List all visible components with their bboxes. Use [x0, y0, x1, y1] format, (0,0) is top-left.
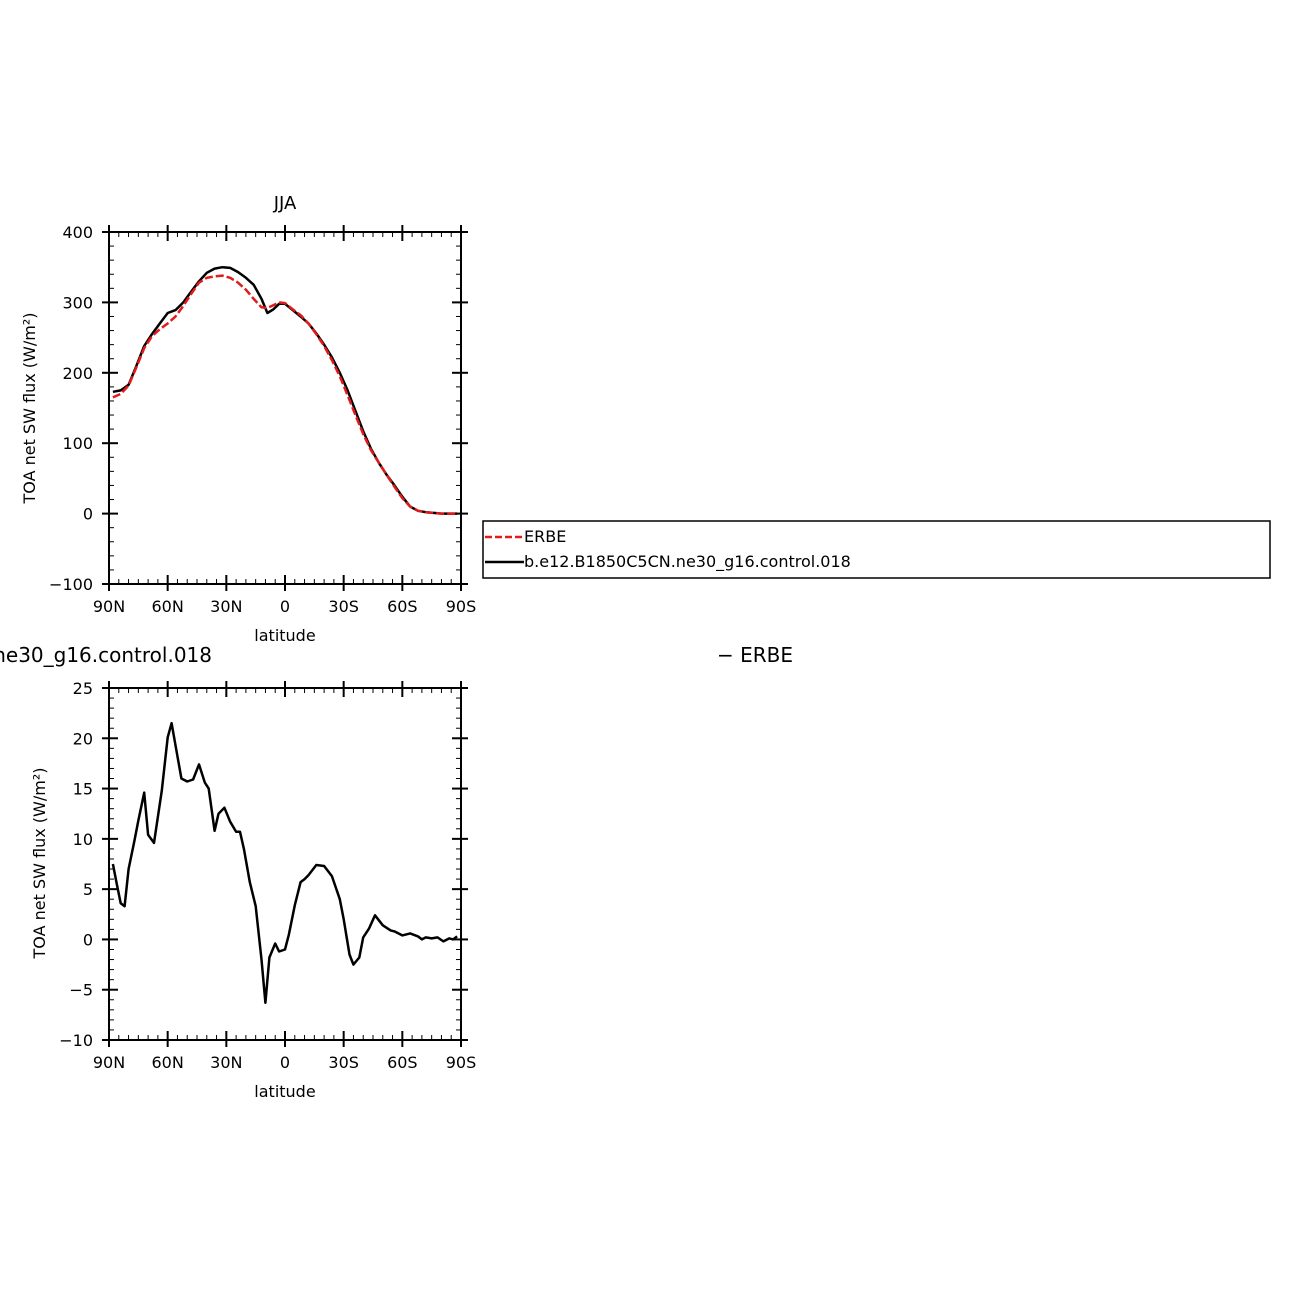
y-tick-label: 10 — [73, 830, 93, 849]
bottom-panel: b.e12.B1850C5CN.ne30_g16.control.018 − E… — [0, 643, 793, 1101]
y-tick-label: −10 — [59, 1031, 93, 1050]
series-line-erbe — [112, 274, 458, 515]
plot-frame — [108, 231, 462, 585]
y-tick-label: 20 — [73, 729, 93, 748]
y-tick-label: 300 — [62, 293, 93, 312]
top-y-axis-label: TOA net SW flux (W/m²) — [20, 313, 39, 505]
y-tick-label: −100 — [49, 575, 93, 594]
y-tick-label: 0 — [83, 505, 93, 524]
legend-box — [482, 520, 1271, 579]
y-tick-label: 15 — [73, 780, 93, 799]
x-tick-label: 60S — [387, 1053, 418, 1072]
y-tick-label: 25 — [73, 679, 93, 698]
y-tick-label: 400 — [62, 223, 93, 242]
top-x-axis-label: latitude — [254, 626, 315, 645]
bottom-panel-title-left: b.e12.B1850C5CN.ne30_g16.control.018 — [0, 643, 212, 667]
y-tick-label: 0 — [83, 930, 93, 949]
y-tick-label: −5 — [69, 981, 93, 1000]
x-tick-label: 30S — [328, 1053, 359, 1072]
x-tick-label: 30N — [210, 1053, 242, 1072]
y-tick-label: 5 — [83, 880, 93, 899]
x-tick-label: 30N — [210, 597, 242, 616]
legend-label-model: b.e12.B1850C5CN.ne30_g16.control.018 — [524, 552, 851, 572]
top-plot-area: 90N 60N 30N 0 30S 60S 90S −100 0 100 200 300 400 — [49, 223, 476, 616]
x-tick-label: 60S — [387, 597, 418, 616]
legend: ERBE b.e12.B1850C5CN.ne30_g16.control.01… — [482, 520, 1271, 579]
bottom-y-axis-label: TOA net SW flux (W/m²) — [30, 768, 49, 960]
x-tick-label: 90S — [446, 1053, 477, 1072]
x-tick-label: 0 — [280, 1053, 290, 1072]
bottom-panel-title-right: − ERBE — [717, 643, 793, 667]
series-line-difference — [111, 721, 458, 1005]
top-panel-title: JJA — [273, 193, 297, 214]
x-tick-label: 90N — [93, 1053, 125, 1072]
x-tick-label: 90S — [446, 597, 477, 616]
bottom-x-axis-label: latitude — [254, 1082, 315, 1101]
x-tick-label: 60N — [152, 1053, 184, 1072]
plot-frame — [108, 687, 462, 1041]
y-tick-label: 100 — [62, 434, 93, 453]
x-tick-label: 0 — [280, 597, 290, 616]
legend-label-erbe: ERBE — [524, 527, 566, 546]
top-panel: JJA 90N 60N 30N 0 30S 60S 90S −100 0 100 200 300 400… — [20, 193, 476, 645]
y-tick-label: 200 — [62, 364, 93, 383]
x-tick-label: 30S — [328, 597, 359, 616]
x-tick-label: 90N — [93, 597, 125, 616]
bottom-plot-area: 90N 60N 30N 0 30S 60S 90S −10 −5 0 5 10 15 20 25 — [59, 679, 476, 1072]
x-tick-label: 60N — [152, 597, 184, 616]
